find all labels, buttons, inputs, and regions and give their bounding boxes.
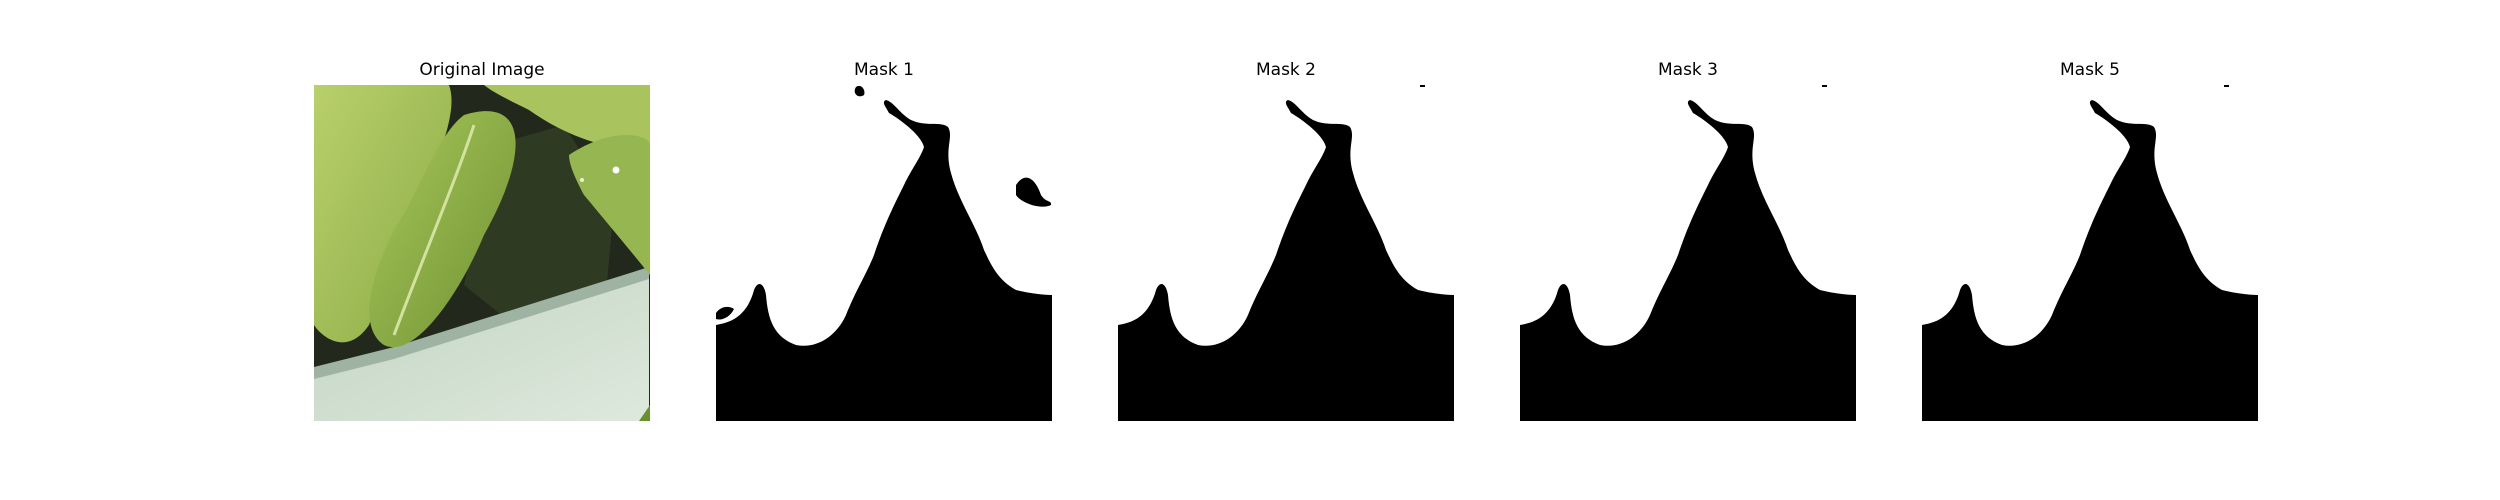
pot-rim: [314, 275, 649, 421]
mask-noise-blob: [1016, 177, 1052, 207]
mask-speck: [1822, 85, 1827, 87]
corner-leaf-tip: [639, 405, 650, 421]
panel-mask-2: Mask 2: [1118, 0, 1454, 500]
mask-foreground: [1520, 100, 1856, 421]
leaf-top-right: [484, 85, 650, 148]
leaf-center-vein: [392, 124, 476, 336]
panel-title-original-image: Original Image: [419, 60, 545, 80]
large-leaf-left: [314, 85, 452, 343]
leaf-right: [569, 135, 650, 275]
panel-title-mask-3: Mask 3: [1657, 60, 1718, 80]
mask-speck: [2224, 85, 2229, 87]
mask-noise-blob: [854, 85, 865, 97]
water-droplet: [612, 166, 620, 174]
panel-mask-3: Mask 3: [1520, 0, 1856, 500]
panel-mask-1: Mask 1: [716, 0, 1052, 500]
pot-edge: [314, 267, 649, 379]
mask-foreground: [1118, 100, 1454, 421]
mask-5-image: [1922, 85, 2258, 421]
panel-original-image: Original Image: [314, 0, 650, 500]
panel-title-mask-5: Mask 5: [2059, 60, 2120, 80]
mask-3-image: [1520, 85, 1856, 421]
mask-2-image: [1118, 85, 1454, 421]
mask-foreground: [1922, 100, 2258, 421]
water-droplet-small: [580, 178, 584, 182]
mask-noise-blob: [716, 306, 734, 320]
panel-title-mask-1: Mask 1: [853, 60, 914, 80]
panel-title-mask-2: Mask 2: [1255, 60, 1316, 80]
mask-1-image: [716, 85, 1052, 421]
mask-foreground: [716, 100, 1052, 421]
large-leaf-center: [369, 111, 516, 348]
original-image: [314, 85, 650, 421]
mask-speck: [1420, 85, 1425, 87]
mask-noise-hole: [958, 168, 969, 188]
panel-mask-5: Mask 5: [1922, 0, 2258, 500]
